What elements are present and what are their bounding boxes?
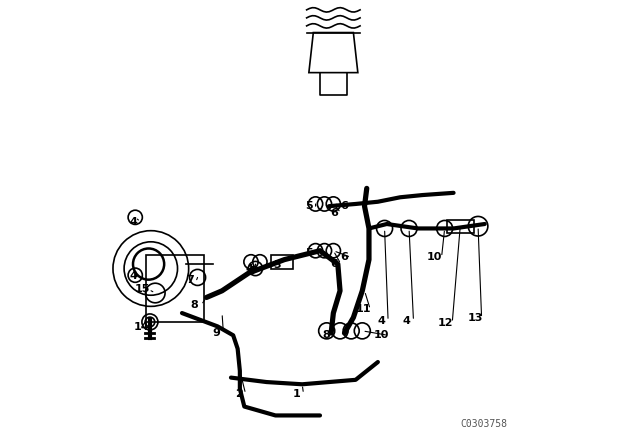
Text: 6: 6 xyxy=(330,259,338,269)
Text: 14: 14 xyxy=(133,322,149,332)
Text: 4: 4 xyxy=(378,316,385,326)
Text: 4: 4 xyxy=(130,217,138,227)
Text: 8: 8 xyxy=(191,300,198,310)
Text: 11: 11 xyxy=(356,305,371,314)
Text: 4: 4 xyxy=(247,266,255,276)
Text: 6: 6 xyxy=(330,208,338,218)
Text: 13: 13 xyxy=(467,314,483,323)
Text: 3: 3 xyxy=(273,260,280,270)
Text: 12: 12 xyxy=(438,318,453,328)
Text: 4: 4 xyxy=(246,264,253,275)
Bar xyxy=(447,220,474,233)
Text: 4: 4 xyxy=(130,271,138,281)
Text: 6: 6 xyxy=(340,252,348,263)
Text: 9: 9 xyxy=(212,328,221,338)
Text: 5: 5 xyxy=(305,201,313,211)
Text: 4: 4 xyxy=(403,316,411,326)
Text: C0303758: C0303758 xyxy=(460,419,507,429)
Text: 10: 10 xyxy=(427,252,442,263)
Text: 10: 10 xyxy=(374,330,389,340)
Text: 15: 15 xyxy=(134,284,150,294)
Text: 5: 5 xyxy=(305,248,313,258)
Text: 1: 1 xyxy=(293,389,301,399)
Bar xyxy=(147,255,204,322)
Text: 7: 7 xyxy=(186,275,194,284)
Bar xyxy=(271,255,293,268)
Text: 2: 2 xyxy=(235,389,243,399)
Text: 6: 6 xyxy=(340,201,348,211)
Text: 8: 8 xyxy=(323,330,330,340)
